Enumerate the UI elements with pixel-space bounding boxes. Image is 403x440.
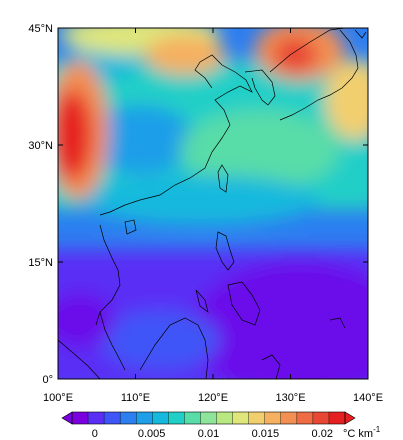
- colorbar-tick-label: 0.005: [138, 428, 166, 440]
- colorbar-swatch: [232, 412, 250, 424]
- colorbar-swatch: [120, 412, 137, 424]
- colorbar-swatch: [280, 412, 298, 424]
- field-japan-max: [325, 60, 368, 140]
- coast-philippines-luzon: [215, 231, 235, 271]
- colorbar-swatch: [328, 412, 346, 424]
- coast-sumatra: [58, 339, 101, 379]
- field-blobs: [58, 28, 368, 379]
- colorbar-max-arrow: [344, 411, 356, 425]
- coast-indochina: [95, 224, 121, 326]
- field-southeast-min: [190, 260, 368, 379]
- coast-new-guinea: [329, 317, 346, 329]
- x-tick-label: 130°E: [275, 392, 305, 404]
- coast-japan: [279, 29, 359, 121]
- y-tick-label: 45°N: [28, 23, 53, 35]
- colorbar-labels: 0 0.005 0.01 0.015 0.02: [92, 428, 333, 440]
- contour-field: [58, 28, 368, 379]
- colorbar-tick-label: 0.015: [252, 428, 280, 440]
- colorbar-swatch: [312, 412, 330, 424]
- colorbar-swatch: [296, 412, 314, 424]
- y-tick-label: 15°N: [28, 257, 53, 269]
- x-tick-label: 120°E: [198, 392, 228, 404]
- field-ocean-east: [180, 110, 340, 190]
- coast-russia-east: [269, 28, 346, 73]
- field-subtropic: [80, 175, 320, 225]
- coast-china-mainland: [99, 54, 253, 216]
- coast-borneo: [139, 317, 209, 379]
- colorbar-swatch: [72, 412, 89, 424]
- field-korea-core: [273, 37, 317, 73]
- coastlines: [58, 28, 367, 379]
- colorbar-swatch: [184, 412, 201, 424]
- coast-sulawesi: [261, 354, 281, 379]
- x-tick-label: 100°E: [43, 392, 73, 404]
- x-tick-label: 110°E: [121, 392, 150, 404]
- x-tick-label: 140°E: [353, 392, 383, 404]
- coast-palawan: [195, 289, 209, 313]
- colorbar-tick-label: 0.02: [312, 428, 333, 440]
- field-central-china-low: [85, 105, 195, 175]
- colorbar-swatch: [264, 412, 282, 424]
- field-southwest-min: [58, 292, 115, 348]
- colorbar-swatch: [104, 412, 121, 424]
- axis-ticks: [57, 27, 369, 380]
- colorbar-swatch: [88, 412, 105, 424]
- field-tibet-core: [58, 90, 92, 180]
- y-tick-label: 0°: [42, 374, 53, 386]
- colorbar-unit-label: °C km-1: [343, 425, 381, 440]
- y-tick-label: 30°N: [28, 140, 53, 152]
- field-northeast-china-max: [145, 35, 225, 75]
- colorbar-tick-label: 0: [92, 428, 98, 440]
- coast-korea: [244, 69, 276, 106]
- colorbar-frame: [71, 411, 346, 425]
- colorbar-swatch: [152, 412, 169, 424]
- coast-philippines-south: [227, 281, 261, 326]
- colorbar-swatch: [136, 412, 153, 424]
- coast-taiwan: [217, 164, 229, 193]
- colorbar-swatch: [168, 412, 185, 424]
- colorbar-swatch: [216, 412, 233, 424]
- coast-malay-peninsula: [99, 311, 126, 371]
- field-borneo: [100, 310, 220, 370]
- colorbar-tick-label: 0.01: [198, 428, 219, 440]
- colorbar-min-arrow: [61, 411, 73, 425]
- colorbar-swatch: [200, 412, 217, 424]
- coast-japan-hokkaido: [354, 29, 367, 39]
- coast-hainan: [124, 219, 137, 235]
- axis-labels: 100°E 110°E 120°E 130°E 140°E 0° 15°N 30°N 45°N: [28, 23, 383, 404]
- colorbar-swatch: [248, 412, 266, 424]
- colorbar: [61, 411, 356, 425]
